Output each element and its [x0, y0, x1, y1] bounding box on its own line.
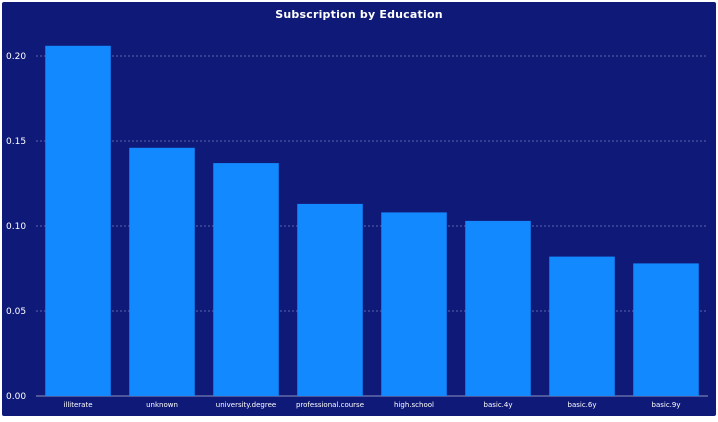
- bar-illiterate: [45, 45, 111, 397]
- bar-high-school: [381, 212, 447, 396]
- bar-basic-9y: [633, 263, 699, 396]
- y-axis-ticks: 0.00 0.05 0.10 0.15 0.20: [6, 52, 26, 402]
- x-tick-label: professional.course: [296, 401, 364, 409]
- x-tick-label: basic.9y: [652, 401, 681, 409]
- x-tick-label: unknown: [146, 401, 178, 409]
- bar-basic-6y: [549, 256, 615, 396]
- y-tick-label: 0.20: [6, 52, 26, 62]
- x-tick-label: high.school: [394, 401, 434, 409]
- y-tick-label: 0.10: [6, 222, 26, 232]
- bar-chart: 0.00 0.05 0.10 0.15 0.20 illiterate unknown un…: [6, 45, 708, 409]
- bar-unknown: [129, 147, 195, 396]
- chart-panel: Subscription by Education 0.00 0.05 0.10 0.…: [2, 2, 716, 416]
- y-tick-label: 0.15: [6, 137, 26, 147]
- y-tick-label: 0.05: [6, 307, 26, 317]
- x-axis-ticks: illiterate unknown university.degree profes…: [63, 401, 680, 409]
- x-tick-label: illiterate: [63, 401, 92, 409]
- y-tick-label: 0.00: [6, 392, 26, 402]
- bar-university-degree: [213, 163, 279, 396]
- bar-basic-4y: [465, 220, 531, 396]
- x-tick-label: university.degree: [216, 401, 276, 409]
- bar-professional-course: [297, 203, 363, 396]
- bars: [45, 45, 699, 397]
- x-tick-label: basic.4y: [484, 401, 513, 409]
- chart-title: Subscription by Education: [275, 8, 443, 21]
- x-tick-label: basic.6y: [568, 401, 597, 409]
